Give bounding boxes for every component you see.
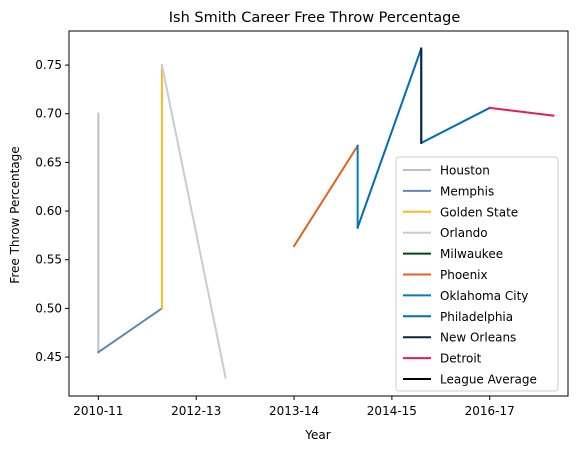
x-tick-label: 2012-13 xyxy=(171,404,221,418)
legend-label: Philadelphia xyxy=(440,310,513,324)
y-tick-label: 0.75 xyxy=(35,58,62,72)
legend-label: Memphis xyxy=(440,184,494,198)
y-axis-label: Free Throw Percentage xyxy=(8,146,22,283)
y-tick-label: 0.60 xyxy=(35,204,62,218)
y-tick-label: 0.65 xyxy=(35,155,62,169)
x-tick-label: 2013-14 xyxy=(269,404,319,418)
y-tick-label: 0.50 xyxy=(35,301,62,315)
y-tick-label: 0.45 xyxy=(35,350,62,364)
series-line-memphis xyxy=(98,308,162,352)
y-tick-label: 0.55 xyxy=(35,253,62,267)
x-tick-label: 2010-11 xyxy=(73,404,123,418)
series-line-detroit xyxy=(490,108,554,116)
x-axis-label: Year xyxy=(304,428,330,442)
y-tick-label: 0.70 xyxy=(35,107,62,121)
series-line-orlando xyxy=(162,65,226,377)
legend-label: Houston xyxy=(440,164,490,178)
legend-label: League Average xyxy=(440,373,537,387)
legend: Houston Memphis Golden State Orlando Milwauk… xyxy=(396,157,558,391)
chart-title: Ish Smith Career Free Throw Percentage xyxy=(169,10,461,26)
legend-label: Phoenix xyxy=(440,268,488,282)
series-line-phoenix xyxy=(294,146,358,246)
legend-label: Orlando xyxy=(440,226,488,240)
x-tick-label: 2016-17 xyxy=(465,404,515,418)
legend-label: Golden State xyxy=(440,205,518,219)
legend-label: Oklahoma City xyxy=(440,289,528,303)
legend-label: Detroit xyxy=(440,352,482,366)
legend-label: Milwaukee xyxy=(440,247,503,261)
legend-label: New Orleans xyxy=(440,331,516,345)
x-tick-label: 2014-15 xyxy=(367,404,417,418)
